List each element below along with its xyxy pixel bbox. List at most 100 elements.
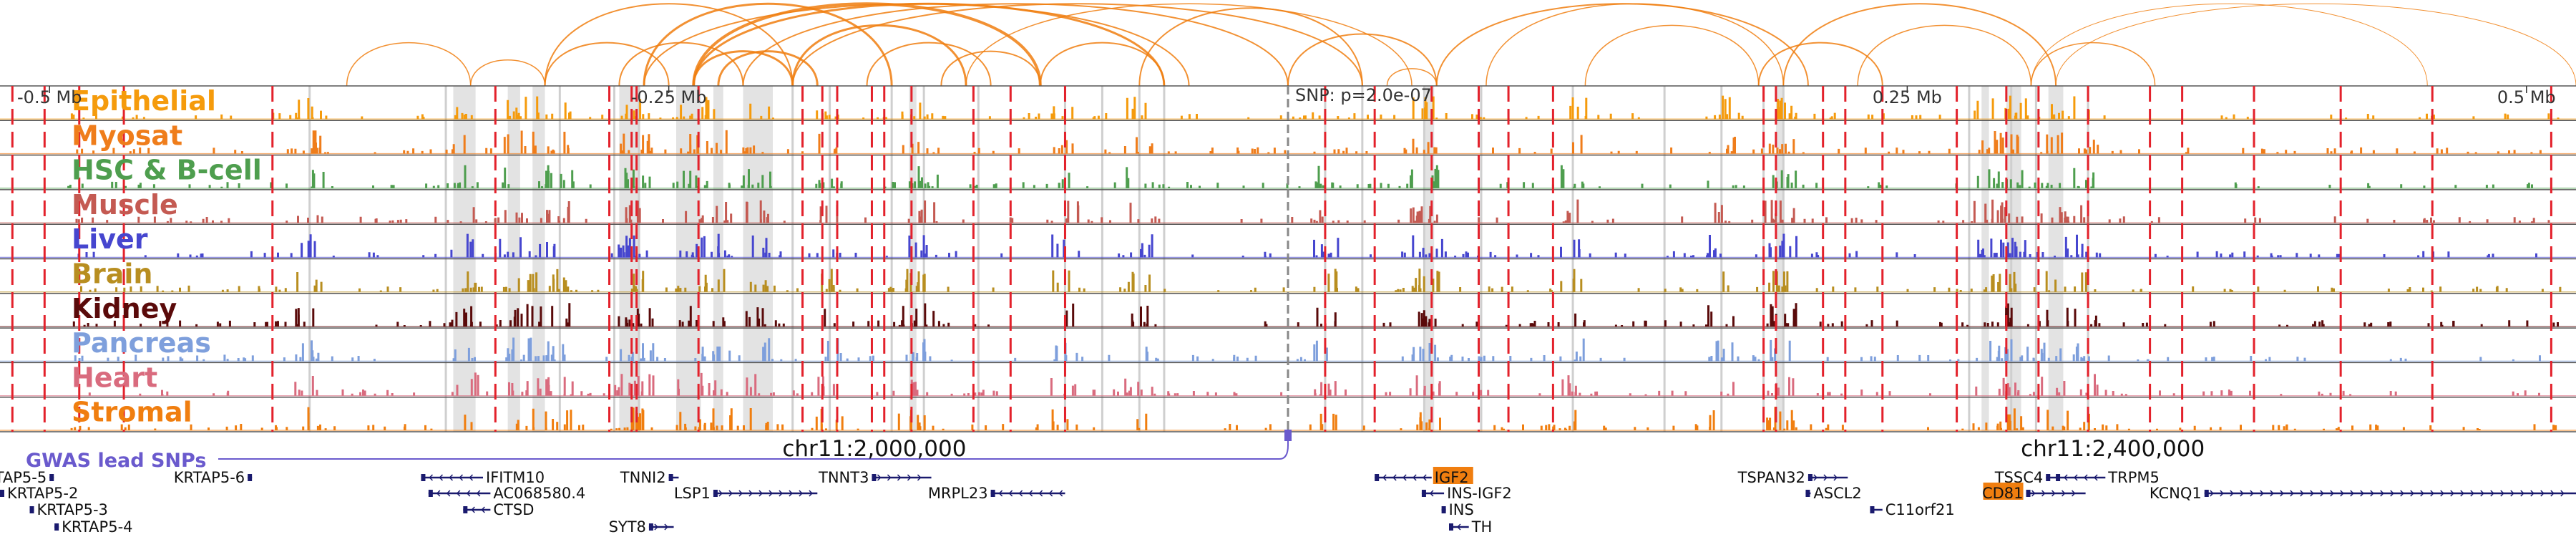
loop-arc-5 bbox=[742, 3, 1289, 87]
strand-arrow bbox=[471, 506, 475, 513]
track-signal-6 bbox=[72, 303, 2559, 327]
strand-arrow bbox=[2270, 490, 2274, 497]
gene-ascl2: ASCL2 bbox=[1805, 485, 1862, 502]
loop-arc-10 bbox=[346, 42, 472, 87]
loop-arc-29 bbox=[1757, 42, 1883, 87]
loop-arc-2 bbox=[643, 2, 893, 87]
gene-krtap5-3: KRTAP5-3 bbox=[29, 501, 108, 518]
strand-arrow bbox=[738, 490, 743, 497]
strand-arrow bbox=[2470, 490, 2474, 497]
strand-arrow bbox=[2400, 490, 2404, 497]
track-signal-8 bbox=[88, 372, 2540, 396]
track-signal-0 bbox=[70, 95, 2560, 120]
strand-arrow bbox=[809, 490, 813, 497]
gwas-label: GWAS lead SNPs bbox=[26, 450, 206, 472]
track-label-1: Myosat bbox=[72, 120, 182, 151]
strand-arrow bbox=[1429, 490, 1434, 497]
gene-label: KRTAP5-2 bbox=[7, 485, 78, 502]
strand-arrow bbox=[439, 474, 443, 481]
gene-track: KRTAP5-5 KRTAP5-6 IFITM10 TNNI2 TNNT3 IGF2 TSP… bbox=[0, 467, 2576, 536]
strand-arrow bbox=[446, 490, 451, 497]
loop-arc-21 bbox=[2030, 42, 2156, 87]
gene-exon bbox=[2046, 474, 2051, 481]
strand-arrow bbox=[769, 490, 773, 497]
strand-arrow bbox=[758, 490, 763, 497]
loop-arc-13 bbox=[1138, 7, 1363, 87]
strand-arrow bbox=[456, 490, 461, 497]
gene-exon bbox=[2056, 474, 2061, 481]
gene-cd81: CD81 bbox=[1982, 483, 2086, 502]
strand-arrow bbox=[1038, 490, 1043, 497]
strand-arrow bbox=[1392, 474, 1397, 481]
strand-arrow bbox=[1813, 474, 1818, 481]
gene-label: IFITM10 bbox=[486, 469, 545, 486]
strand-arrow bbox=[654, 523, 658, 531]
strand-arrow bbox=[429, 474, 433, 481]
strand-arrow bbox=[1423, 474, 1427, 481]
strand-arrow bbox=[1028, 490, 1033, 497]
strand-arrow bbox=[2320, 490, 2324, 497]
loop-arc-6 bbox=[791, 24, 967, 87]
gene-exon bbox=[421, 474, 426, 481]
coordinate-label-0: chr11:2,000,000 bbox=[782, 436, 966, 462]
loop-arc-25 bbox=[791, 3, 1363, 87]
strand-arrow bbox=[1058, 490, 1063, 497]
gene-label: TRPM5 bbox=[2107, 469, 2160, 486]
strand-arrow bbox=[998, 490, 1003, 497]
gene-label: AC068580.4 bbox=[493, 485, 585, 502]
track-label-9: Stromal bbox=[72, 397, 192, 428]
gene-tnnt3: TNNT3 bbox=[818, 469, 932, 486]
strand-arrow bbox=[2051, 490, 2056, 497]
track-label-4: Liver bbox=[72, 223, 148, 255]
loop-arc-23 bbox=[2055, 3, 2576, 87]
loop-arc-3 bbox=[692, 2, 1042, 87]
coordinate-label-1: chr11:2,400,000 bbox=[2021, 436, 2205, 462]
strand-arrow bbox=[2300, 490, 2304, 497]
strand-arrow bbox=[1833, 474, 1838, 481]
gene-label: KRTAP5-3 bbox=[37, 501, 108, 518]
loop-arc-26 bbox=[965, 3, 1413, 87]
gene-exon bbox=[872, 474, 877, 481]
x-tick-label-2: 0.25 Mb bbox=[1873, 87, 1942, 107]
x-tick-label-0: -0.5 Mb bbox=[17, 87, 82, 107]
strand-arrow bbox=[2540, 490, 2545, 497]
gene-label: TNNI2 bbox=[620, 469, 666, 486]
gene-syt8: SYT8 bbox=[609, 518, 674, 536]
loop-arc-28 bbox=[717, 50, 819, 87]
gene-exon bbox=[1421, 490, 1426, 497]
gene-label: CD81 bbox=[1982, 485, 2024, 502]
strand-arrow bbox=[1413, 474, 1417, 481]
strand-arrow bbox=[2480, 490, 2484, 497]
strand-arrow bbox=[2530, 490, 2534, 497]
gene-krtap5-6: KRTAP5-6 bbox=[174, 469, 253, 486]
strand-arrow bbox=[2280, 490, 2284, 497]
strand-arrow bbox=[2031, 490, 2036, 497]
track-signal-3 bbox=[75, 199, 2550, 223]
gene-exon bbox=[2026, 490, 2031, 497]
gene-ins: INS bbox=[1441, 501, 1474, 518]
variant-lines bbox=[11, 86, 2552, 432]
gene-exon bbox=[463, 506, 468, 513]
gene-label: CTSD bbox=[493, 501, 534, 518]
strand-arrow bbox=[2360, 490, 2364, 497]
strand-arrow bbox=[897, 474, 902, 481]
gene-th: TH bbox=[1449, 518, 1492, 536]
gene-ctsd: CTSD bbox=[463, 501, 534, 518]
loop-arc-7 bbox=[866, 42, 992, 87]
gene-exon bbox=[0, 490, 4, 497]
gene-exon bbox=[668, 474, 673, 481]
strand-arrow bbox=[449, 474, 453, 481]
strand-arrow bbox=[887, 474, 892, 481]
gene-label: INS bbox=[1449, 501, 1474, 518]
strand-arrow bbox=[2370, 490, 2374, 497]
gene-exon bbox=[1449, 523, 1453, 531]
gene-trpm5: TRPM5 bbox=[2056, 469, 2160, 486]
strand-arrow bbox=[2220, 490, 2224, 497]
gene-exon bbox=[713, 490, 718, 497]
gene-label: MRPL23 bbox=[928, 485, 988, 502]
strand-arrow bbox=[466, 490, 471, 497]
gwas-connector bbox=[218, 432, 1289, 460]
loop-arc-16 bbox=[1435, 3, 1809, 87]
strand-arrow bbox=[1018, 490, 1023, 497]
